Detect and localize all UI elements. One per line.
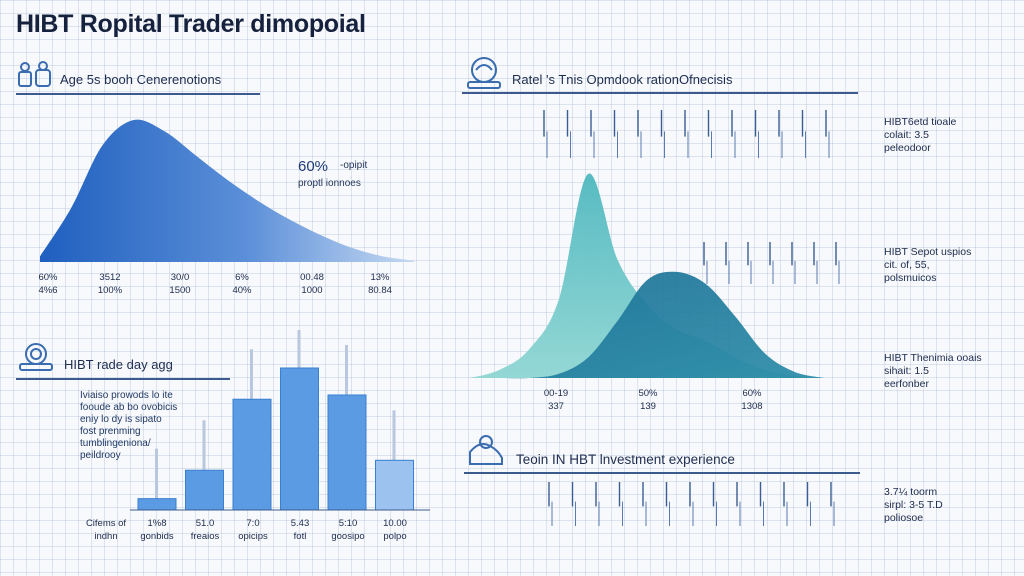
trade-x-label-top: 51.0 bbox=[195, 518, 215, 529]
trade-note: Iviaiso prowods lo ite fooude ab bo ovob… bbox=[80, 390, 190, 462]
side-note-line: 3.7¼ toorm bbox=[884, 486, 938, 498]
trade-bar-stem bbox=[297, 330, 301, 368]
trade-x-label-bottom: gonbids bbox=[140, 531, 174, 542]
trade-note-line: eniy lo dy is sipato bbox=[80, 414, 162, 425]
trade-bar bbox=[232, 398, 272, 511]
age-x-label-top: 13% bbox=[370, 272, 390, 283]
side-note-line: eerfonber bbox=[884, 378, 929, 390]
age-distribution-chart bbox=[40, 119, 414, 262]
trade-bar bbox=[375, 459, 414, 511]
trade-bar-stem bbox=[250, 349, 253, 400]
trade-x-label-top: Cifems of bbox=[85, 518, 127, 529]
trade-x-label-top: 5.43 bbox=[290, 518, 310, 529]
age-x-label-top: 30/0 bbox=[170, 272, 190, 283]
retail-x-label-top: 60% bbox=[742, 388, 762, 399]
trade-x-label-top: 7:0 bbox=[246, 518, 260, 529]
trade-x-label-bottom: opicips bbox=[238, 531, 268, 542]
trade-bar-stem bbox=[345, 344, 348, 395]
trade-x-label-bottom: indhn bbox=[94, 531, 118, 542]
people-group-icon bbox=[16, 60, 56, 95]
trade-section-heading: HIBT rade day agg bbox=[64, 357, 173, 372]
age-x-label-bottom: 40% bbox=[232, 285, 252, 296]
side-note-1: HIBT6etd tioale colait: 3.5 peleodoor bbox=[884, 116, 956, 155]
retail-x-label-bottom: 1308 bbox=[741, 401, 763, 412]
side-note-line: HIBT6etd tioale bbox=[884, 116, 957, 128]
page-title: HIBT Ropital Trader dimopoial bbox=[16, 10, 366, 38]
investment-hand-icon bbox=[464, 430, 508, 475]
trade-x-label-top: 5:10 bbox=[338, 518, 358, 529]
trade-bar bbox=[137, 498, 177, 511]
age-x-label-bottom: 4%6 bbox=[38, 285, 58, 296]
age-callout-value: 60% bbox=[298, 158, 329, 175]
trade-note-line: peildrooy bbox=[80, 450, 121, 461]
age-x-label-bottom: 1000 bbox=[301, 285, 323, 296]
age-x-label-top: 60% bbox=[38, 272, 58, 283]
side-note-line: poliosoe bbox=[884, 512, 924, 524]
age-callout-line-1: -opipit bbox=[340, 160, 368, 171]
trade-x-label-bottom: freaios bbox=[190, 531, 220, 542]
age-x-label-top: 6% bbox=[235, 272, 249, 283]
side-note-2: HIBT Sepot uspios cit. of, 55, polsmuico… bbox=[884, 246, 971, 285]
retail-vertical-tick-labels-top bbox=[543, 110, 830, 158]
trading-desk-icon bbox=[16, 340, 56, 379]
trade-note-line: Iviaiso prowods lo ite bbox=[80, 390, 173, 401]
investment-section-heading: Teoin IN HBT lnvestment experience bbox=[516, 452, 735, 467]
trade-bar bbox=[185, 469, 224, 511]
side-note-line: peleodoor bbox=[884, 142, 931, 154]
side-note-line: HIBT Sepot uspios bbox=[884, 246, 972, 258]
trade-x-label-top: 10.00 bbox=[383, 518, 407, 529]
trade-bar-stem bbox=[155, 448, 158, 499]
investment-heading-rule bbox=[464, 472, 860, 474]
retail-bag-icon bbox=[462, 52, 506, 97]
trade-x-label-top: 1%8 bbox=[147, 518, 167, 529]
retail-x-label-top: 50% bbox=[638, 388, 658, 399]
side-note-line: polsmuicos bbox=[884, 272, 937, 284]
retail-vertical-tick-labels-mid bbox=[703, 242, 840, 284]
trade-bar-stem bbox=[392, 410, 396, 461]
age-x-label-bottom: 100% bbox=[97, 285, 123, 296]
trade-note-line: tumblingeniona/ bbox=[80, 438, 151, 449]
investment-vertical-tick-labels bbox=[548, 482, 835, 526]
retail-area-series bbox=[470, 173, 824, 378]
trade-bar bbox=[280, 367, 319, 511]
age-x-label-bottom: 1500 bbox=[169, 285, 191, 296]
trade-bar-stem bbox=[202, 420, 206, 471]
trade-note-line: fost prenming bbox=[80, 426, 141, 437]
side-note-line: sirpl: 3-5 T.D bbox=[884, 499, 943, 511]
trade-heading-rule bbox=[16, 378, 230, 380]
retail-heading-rule bbox=[462, 92, 858, 94]
retail-x-label-bottom: 139 bbox=[640, 401, 656, 412]
age-area-series bbox=[40, 119, 414, 262]
age-x-label-top: 3512 bbox=[99, 272, 121, 283]
side-note-line: colait: 3.5 bbox=[884, 129, 929, 141]
retail-distribution-chart bbox=[470, 173, 824, 379]
side-note-line: sihait: 1.5 bbox=[884, 365, 929, 377]
trade-x-label-bottom: goosipo bbox=[331, 531, 365, 542]
retail-section-heading: Ratel 's Tnis Opmdook rationOfnecisis bbox=[512, 72, 733, 87]
retail-x-label-top: 00-19 bbox=[543, 388, 569, 399]
side-note-4: 3.7¼ toorm sirpl: 3-5 T.D poliosoe bbox=[884, 486, 943, 525]
age-heading-rule bbox=[16, 93, 260, 95]
retail-area-series bbox=[470, 271, 824, 379]
trade-x-label-bottom: fotl bbox=[293, 531, 307, 542]
trade-note-line: fooude ab bo ovobicis bbox=[80, 402, 178, 413]
trade-bar-chart bbox=[130, 330, 430, 511]
retail-x-label-bottom: 337 bbox=[548, 401, 564, 412]
age-callout-line-2: proptl ionnoes bbox=[298, 178, 361, 189]
age-x-label-top: 00.48 bbox=[300, 272, 324, 283]
side-note-3: HIBT Thenimia ooais sihait: 1.5 eerfonbe… bbox=[884, 352, 982, 391]
side-note-line: cit. of, 55, bbox=[884, 259, 930, 271]
age-x-label-bottom: 80.84 bbox=[368, 285, 392, 296]
side-note-line: HIBT Thenimia ooais bbox=[884, 352, 982, 364]
trade-x-label-bottom: polpo bbox=[383, 531, 407, 542]
age-section-heading: Age 5s booh Cenerenotions bbox=[60, 72, 222, 87]
trade-bar bbox=[327, 394, 367, 511]
